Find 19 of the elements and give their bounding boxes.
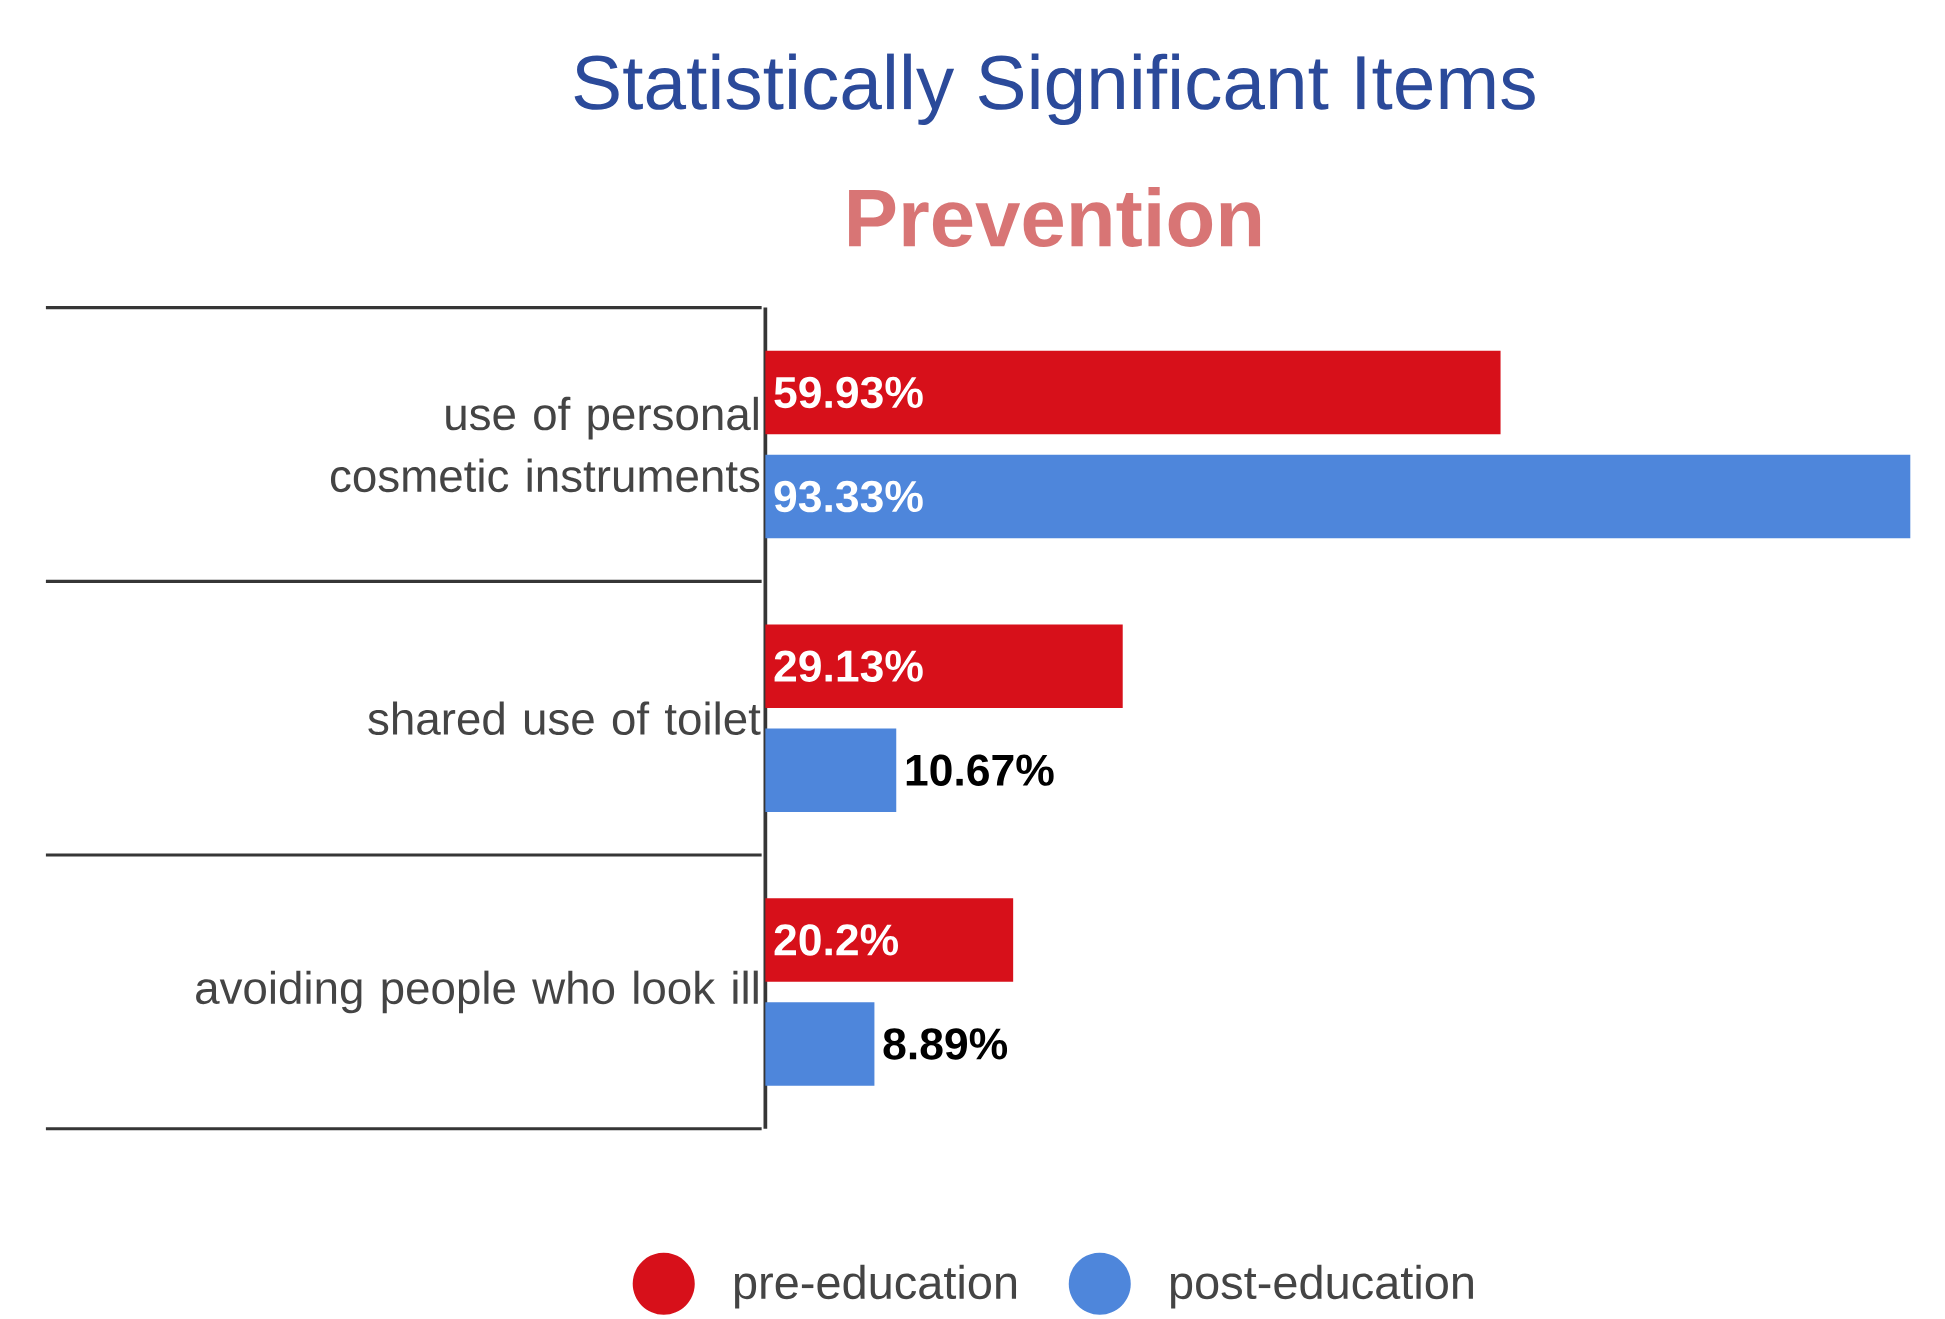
- bar: [765, 454, 1911, 539]
- y-tick-label: use of personal cosmetic instruments: [330, 396, 760, 493]
- bar: [765, 624, 1123, 708]
- chart-title: Statistically Significant Items: [574, 53, 1535, 126]
- legend-label: post-education: [1171, 1264, 1473, 1309]
- data-label: 29.13%: [774, 650, 923, 682]
- data-label: 20.2%: [774, 924, 898, 956]
- data-label: 93.33%: [774, 480, 923, 513]
- y-tick-label: avoiding people who look ill: [196, 970, 758, 1014]
- bar: [765, 898, 1014, 982]
- data-label: 10.67%: [906, 754, 1054, 786]
- y-tick-label: shared use of toilet: [368, 701, 761, 736]
- bar: [765, 350, 1501, 435]
- data-label: 8.89%: [883, 1028, 1008, 1060]
- chart-subtitle: Prevention: [849, 187, 1261, 248]
- data-label: 59.93%: [774, 376, 923, 409]
- bar: [765, 728, 897, 812]
- bar: [765, 1002, 875, 1086]
- legend-label: pre-education: [734, 1264, 1017, 1309]
